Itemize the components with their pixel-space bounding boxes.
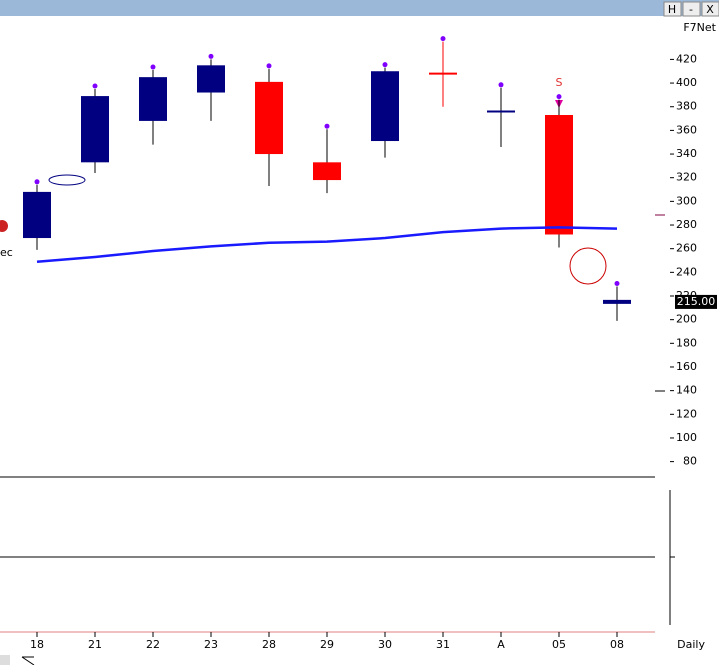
x-tick-label: 28 — [262, 638, 276, 651]
y-tick-label: 200 — [676, 313, 697, 326]
x-tick-label: 22 — [146, 638, 160, 651]
high-dot — [92, 83, 98, 89]
high-dot — [440, 36, 446, 42]
y-tick-label: 400 — [676, 76, 697, 89]
button-label: H — [668, 3, 676, 16]
candle-body — [371, 71, 399, 142]
y-tick-label: 380 — [676, 100, 697, 113]
high-dot — [556, 94, 562, 100]
y-tick-label: 360 — [676, 123, 697, 136]
high-dot — [34, 179, 40, 185]
x-tick-label: 23 — [204, 638, 218, 651]
y-tick-label: 300 — [676, 194, 697, 207]
toolbar-icon[interactable] — [0, 655, 10, 665]
window-button[interactable] — [682, 1, 701, 17]
high-dot — [498, 82, 504, 88]
candle-body — [545, 115, 573, 235]
y-tick-label: 340 — [676, 147, 697, 160]
x-tick-label: A — [497, 638, 505, 651]
toolbar-icon[interactable] — [21, 656, 35, 665]
moving-average — [36, 226, 618, 263]
y-tick-label: 280 — [676, 218, 697, 231]
period: Daily — [677, 638, 705, 651]
high-dot — [150, 64, 156, 70]
candle-body — [139, 77, 167, 121]
button-label: - — [689, 3, 693, 16]
price-tag — [675, 294, 717, 309]
button-label: X — [706, 3, 714, 16]
y-tick-label: 260 — [676, 242, 697, 255]
high-dot — [208, 53, 214, 59]
candle-body — [255, 81, 283, 155]
y-tick-label: 180 — [676, 336, 697, 349]
candle-body — [197, 65, 225, 93]
annotation-ellipse — [48, 174, 86, 186]
window-button[interactable] — [701, 1, 719, 17]
left-label: ec — [0, 246, 13, 259]
candle-body — [23, 191, 51, 239]
y-tick-label: 320 — [676, 171, 697, 184]
x-tick-label: 29 — [320, 638, 334, 651]
x-tick-label: 08 — [610, 638, 624, 651]
x-tick-label: 05 — [552, 638, 566, 651]
high-dot — [266, 63, 272, 69]
y-tick-label: 100 — [676, 431, 697, 444]
price-tag-label: 215.00 — [677, 295, 716, 308]
high-dot — [614, 281, 620, 287]
high-dot — [382, 62, 388, 68]
y-tick-label: 80 — [683, 455, 697, 468]
signal-label: S — [556, 76, 563, 89]
high-dot — [324, 123, 330, 129]
window-button[interactable] — [663, 1, 682, 17]
y-tick-label: 420 — [676, 52, 697, 65]
candle-body — [313, 162, 341, 181]
symbol: F7Net — [683, 21, 716, 34]
x-tick-label: 18 — [30, 638, 44, 651]
x-tick-label: 21 — [88, 638, 102, 651]
close-icon[interactable] — [0, 220, 8, 232]
x-tick-label: 30 — [378, 638, 392, 651]
y-tick-label: 160 — [676, 360, 697, 373]
y-tick-label: 240 — [676, 265, 697, 278]
y-tick-label: 140 — [676, 384, 697, 397]
annotation-circle — [569, 247, 607, 285]
title-bar — [0, 0, 719, 16]
x-tick-label: 31 — [436, 638, 450, 651]
y-tick-label: 120 — [676, 407, 697, 420]
candle-body — [81, 96, 109, 163]
